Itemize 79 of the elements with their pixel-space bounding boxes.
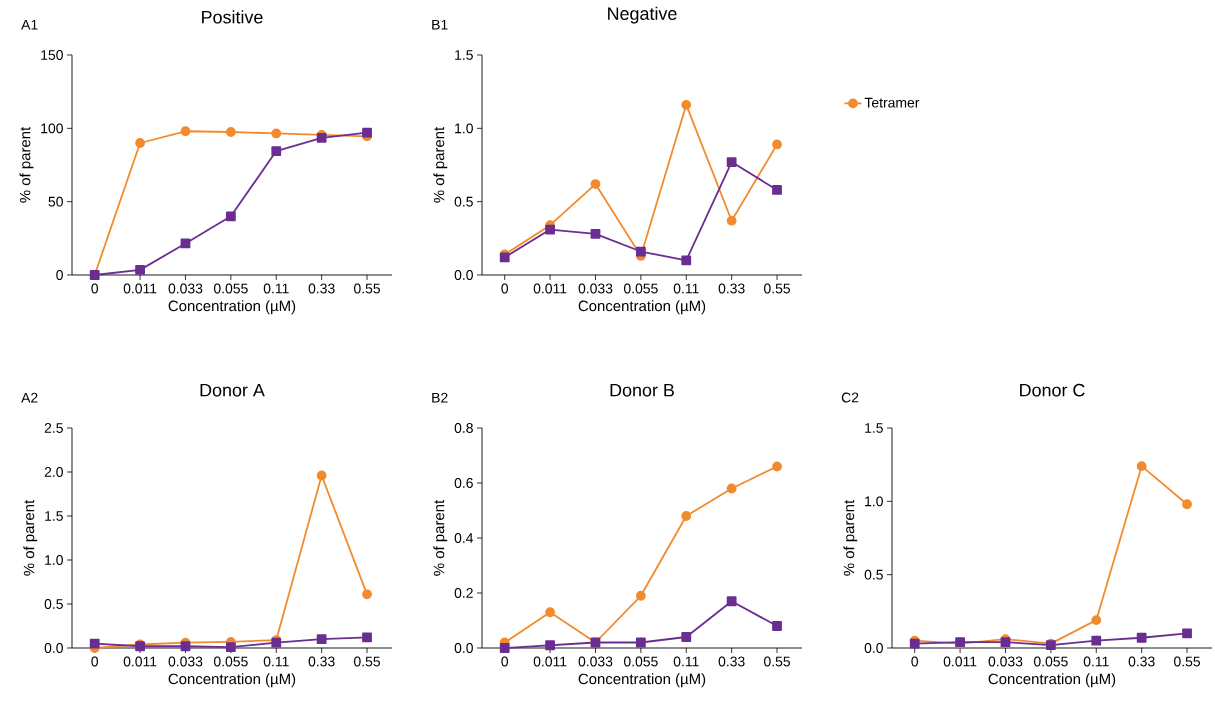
x-tick-label: 0.33 [718,283,745,294]
y-axis-title: % of parent [23,499,38,576]
y-tick-label: 0.0 [44,643,63,653]
y-tick-label: 0.0 [454,270,473,280]
x-tick-label: 0.33 [718,656,745,667]
y-axis-title: % of parent [433,126,448,203]
chart-title: Negative [608,6,677,24]
y-tick-label: 0.0 [864,643,883,653]
y-tick-label: 0.5 [454,196,473,207]
x-tick-label: 0.055 [1033,656,1068,667]
x-axis-title: Concentration (µM) [168,673,296,688]
y-axis-title: % of parent [843,499,858,576]
x-tick-label: 0.55 [1174,656,1201,667]
x-tick-label: 0.033 [168,283,203,294]
x-tick-label: 0 [911,656,919,667]
text: A2 [21,392,38,403]
y-tick-label: 2.0 [44,467,63,477]
x-tick-label: 0.055 [623,283,658,294]
x-tick-label: 0.033 [578,283,613,294]
y-tick-label: 0.0 [454,643,473,653]
y-tick-label: 0.8 [454,423,473,433]
x-tick-label: 0.55 [354,656,381,667]
x-axis-title: Concentration (µM) [578,300,706,315]
y-tick-label: 150 [41,50,63,60]
y-axis-title: % of parent [19,126,34,203]
x-tick-label: 0.055 [213,283,248,294]
chart-title: Positive [202,10,263,24]
x-tick-label: 0.033 [578,656,613,667]
x-tick-label: 0.33 [308,283,335,294]
y-tick-label: 1.5 [865,423,883,433]
x-tick-label: 0.055 [213,656,248,667]
x-tick-label: 0.011 [123,283,157,294]
x-tick-label: 0.33 [308,656,335,667]
x-tick-label: 0.033 [988,656,1023,667]
y-tick-label: 0.5 [44,599,63,609]
x-axis-title: Concentration (µM) [988,673,1116,688]
y-tick-label: 0.5 [864,569,883,580]
y-tick-label: 1.0 [455,123,473,134]
y-tick-label: 2.5 [44,423,63,433]
x-tick-label: 0.11 [1083,656,1109,667]
x-tick-label: 0.011 [123,656,157,667]
legend-label: Tetramer [864,97,920,108]
x-axis-title: Concentration (µM) [578,673,706,688]
y-tick-label: 0.4 [454,533,474,543]
x-tick-label: 0 [91,283,99,294]
y-tick-label: 0.2 [454,588,473,598]
x-tick-label: 0.55 [764,283,791,294]
x-tick-label: 0.011 [943,656,977,667]
x-tick-label: 0.11 [263,283,289,294]
x-axis-title: Concentration (µM) [168,300,296,315]
x-tick-label: 0.11 [673,283,699,294]
y-tick-label: 50 [48,196,63,207]
y-tick-label: 1.0 [865,496,883,507]
y-axis-title: % of parent [433,499,448,576]
x-tick-label: 0.11 [673,656,699,667]
x-tick-label: 0 [501,656,509,667]
x-tick-label: 0.055 [623,656,658,667]
x-tick-label: 0.55 [764,656,791,667]
chart-title: Donor A [200,383,265,397]
x-tick-label: 0.33 [1128,656,1155,667]
y-tick-label: 1.0 [45,555,63,565]
chart-title: Donor C [1020,383,1085,397]
x-tick-label: 0 [501,283,509,294]
y-tick-label: 1.5 [45,511,63,521]
x-tick-label: 0.011 [533,283,567,294]
text: B2 [432,392,448,403]
x-tick-label: 0.033 [168,656,203,667]
y-tick-label: 0.6 [454,478,473,488]
x-tick-label: 0.11 [263,656,289,667]
y-tick-label: 100 [41,123,63,134]
text: B1 [432,19,448,30]
text: A1 [21,19,38,30]
y-tick-label: 1.5 [455,50,473,60]
chart-title: Donor B [610,383,674,397]
x-tick-label: 0.011 [533,656,567,667]
x-tick-label: 0.55 [354,283,381,294]
x-tick-label: 0 [91,656,99,667]
y-tick-label: 0 [56,270,63,280]
text: C2 [841,392,859,403]
